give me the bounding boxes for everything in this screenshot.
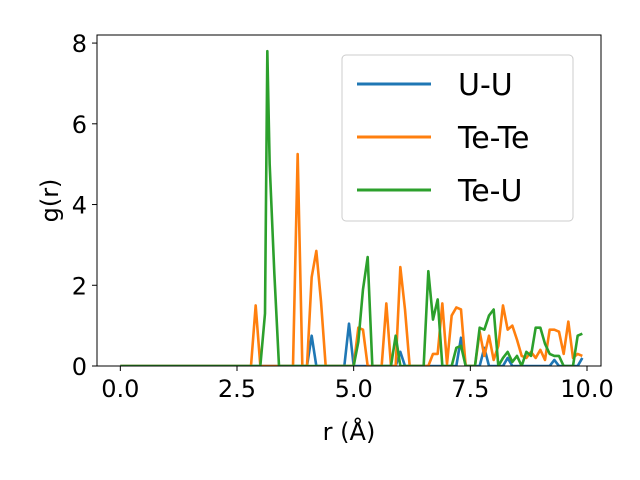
legend-label: U-U bbox=[458, 68, 513, 103]
x-tick-label: 2.5 bbox=[218, 375, 256, 403]
y-axis: 0 2 4 6 8 bbox=[72, 30, 97, 381]
y-tick-label: 2 bbox=[72, 272, 87, 300]
x-axis: 0.0 2.5 5.0 7.5 10.0 bbox=[101, 366, 614, 403]
plot-lines bbox=[120, 49, 584, 366]
series-line-te-u bbox=[120, 49, 583, 366]
y-tick-label: 6 bbox=[72, 111, 87, 139]
x-axis-label: r (Å) bbox=[323, 417, 376, 446]
y-axis-label: g(r) bbox=[36, 179, 64, 223]
x-tick-label: 10.0 bbox=[560, 375, 613, 403]
y-tick-label: 4 bbox=[72, 192, 87, 220]
legend: U-U Te-Te Te-U bbox=[341, 54, 574, 222]
x-tick-label: 5.0 bbox=[335, 375, 373, 403]
y-tick-label: 0 bbox=[72, 353, 87, 381]
legend-box bbox=[341, 54, 574, 222]
series-line-te-te bbox=[120, 152, 583, 366]
legend-label: Te-Te bbox=[457, 121, 529, 156]
y-tick-label: 8 bbox=[72, 30, 87, 58]
plot-frame bbox=[96, 34, 602, 367]
legend-label: Te-U bbox=[457, 174, 522, 209]
x-tick-label: 7.5 bbox=[451, 375, 489, 403]
x-tick-label: 0.0 bbox=[101, 375, 139, 403]
